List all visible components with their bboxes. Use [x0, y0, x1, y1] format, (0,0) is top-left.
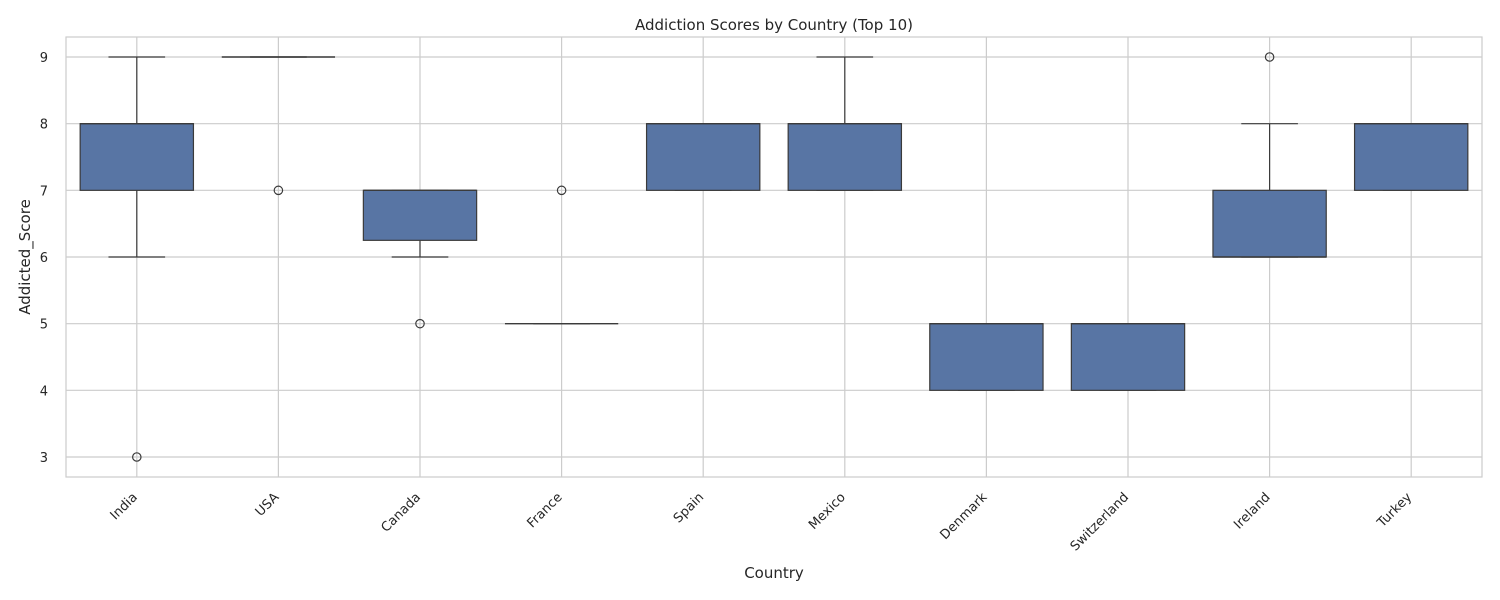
box-canada — [362, 189, 478, 329]
box-switzerland — [1070, 322, 1186, 391]
box-iqr — [645, 123, 761, 191]
y-tick-label: 5 — [40, 318, 48, 333]
box-mexico — [787, 56, 903, 191]
x-tick-label: USA — [253, 490, 283, 520]
x-tick-label: Mexico — [806, 490, 849, 533]
box-usa — [221, 56, 336, 196]
x-tick-label: Denmark — [938, 490, 991, 543]
box-ireland — [1212, 52, 1327, 258]
y-tick-label: 3 — [40, 451, 48, 466]
outlier-point — [273, 185, 284, 196]
box-spain — [645, 122, 761, 191]
chart-title: Addiction Scores by Country (Top 10) — [635, 16, 913, 34]
box-iqr — [1212, 189, 1327, 258]
y-tick-label: 6 — [40, 251, 48, 266]
x-axis-label: Country — [744, 564, 804, 582]
y-axis-label: Addicted_Score — [16, 199, 35, 315]
x-tick-label: Canada — [378, 490, 424, 536]
x-tick-labels: India USA Canada France Spain Mexico Denmark Sw… — [108, 490, 1416, 555]
y-tick-label: 8 — [40, 118, 48, 133]
box-turkey — [1353, 122, 1469, 191]
y-tick-labels: 3 4 5 6 7 8 9 — [40, 51, 48, 466]
y-tick-label: 4 — [40, 384, 48, 399]
x-tick-label: Ireland — [1231, 490, 1273, 532]
boxes — [79, 52, 1469, 462]
y-tick-label: 9 — [40, 51, 48, 66]
y-tick-label: 7 — [40, 184, 48, 199]
x-tick-label: Turkey — [1374, 490, 1415, 531]
box-denmark — [929, 322, 1044, 391]
box-iqr — [79, 123, 195, 191]
outlier-point — [415, 318, 425, 329]
box-iqr — [929, 323, 1044, 391]
box-iqr — [787, 123, 903, 191]
x-tick-label: India — [108, 490, 141, 523]
box-iqr — [1353, 123, 1469, 191]
box-iqr — [1070, 323, 1186, 391]
outlier-point — [132, 452, 142, 462]
outlier-point — [1264, 52, 1275, 62]
x-tick-label: Spain — [671, 490, 707, 526]
box-iqr — [362, 189, 478, 241]
x-tick-label: Switzerland — [1068, 490, 1132, 554]
box-india — [79, 56, 195, 462]
x-tick-label: France — [524, 490, 565, 531]
box-france — [504, 185, 619, 325]
outlier-point — [556, 185, 567, 196]
